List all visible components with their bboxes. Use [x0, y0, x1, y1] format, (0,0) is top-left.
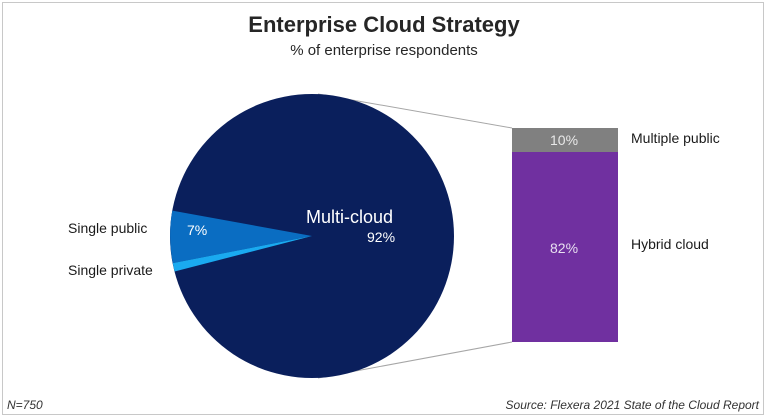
value-hybrid-cloud: 82%: [550, 240, 579, 256]
value-multiple-public: 10%: [550, 132, 579, 148]
source-note: Source: Flexera 2021 State of the Cloud …: [505, 398, 759, 412]
label-multiple-public: Multiple public: [631, 130, 720, 146]
label-hybrid-cloud: Hybrid cloud: [631, 236, 709, 252]
value-multi-cloud: 92%: [367, 229, 396, 245]
chart-title: Enterprise Cloud Strategy: [248, 12, 520, 37]
label-single-public: Single public: [68, 220, 148, 236]
sample-size: N=750: [7, 398, 43, 412]
chart-subtitle: % of enterprise respondents: [290, 42, 478, 59]
label-single-private: Single private: [68, 262, 153, 278]
bar-segment-multiple-public: [512, 128, 618, 152]
label-multi-cloud: Multi-cloud: [306, 207, 394, 227]
bar-segment-hybrid-cloud: [512, 152, 618, 342]
pie-slice-single-public: [170, 210, 312, 264]
pie-slice-single-private: [172, 236, 312, 272]
value-single-public: 7%: [187, 222, 208, 238]
